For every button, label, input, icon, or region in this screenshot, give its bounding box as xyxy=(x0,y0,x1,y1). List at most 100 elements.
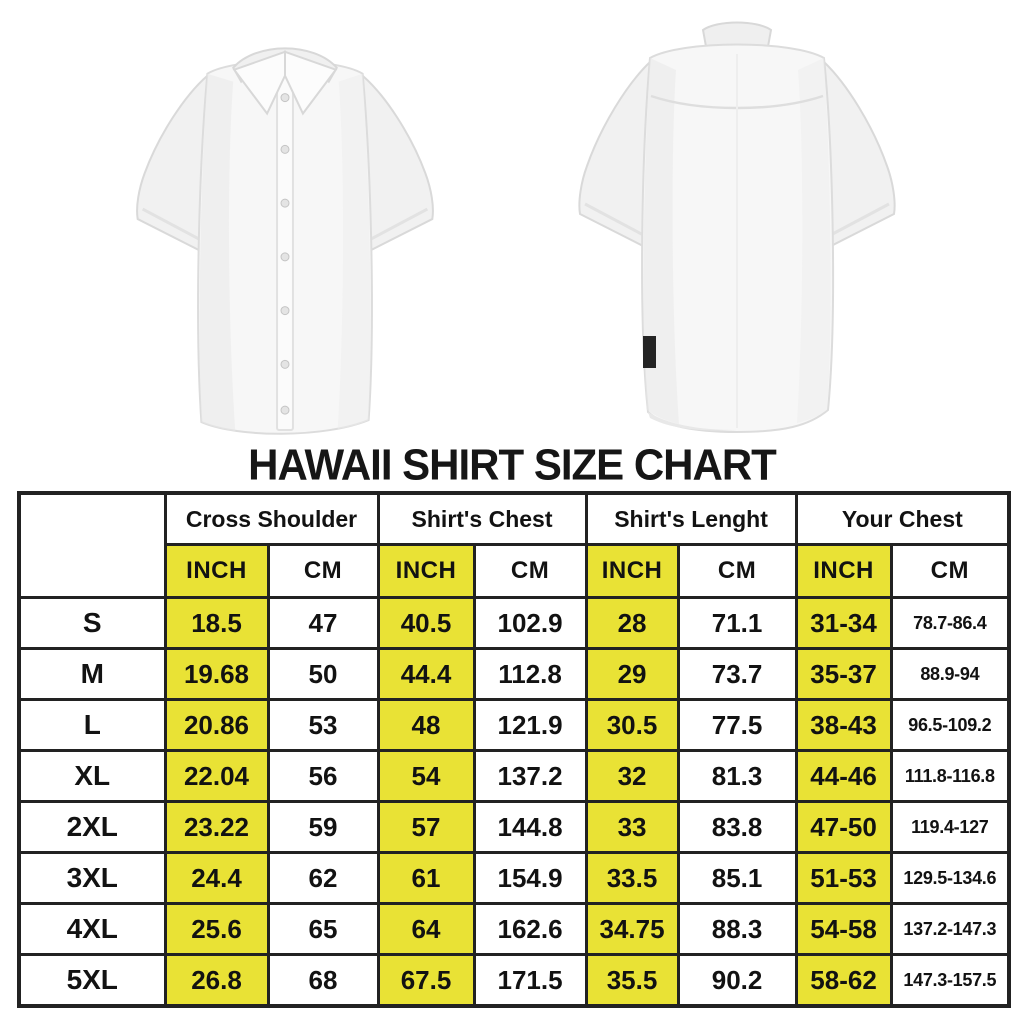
your-chest-inch: 44-46 xyxy=(794,749,893,803)
shirts-chest-inch: 48 xyxy=(376,698,476,752)
cross-shoulder-inch: 23.22 xyxy=(163,800,270,854)
your-chest-inch: 54-58 xyxy=(794,902,893,956)
shirts-length-cm: 88.3 xyxy=(676,902,798,956)
size-chart-table: Cross Shoulder Shirt's Chest Shirt's Len… xyxy=(17,491,1012,1008)
size-label: 4XL xyxy=(17,902,167,956)
unit-header-inch: INCH xyxy=(163,543,270,599)
table-row-m: M 19.68 50 44.4 112.8 29 73.7 35-37 88.9… xyxy=(17,647,1011,701)
size-label: 3XL xyxy=(17,851,167,905)
unit-header-row: INCH CM INCH CM INCH CM INCH CM xyxy=(19,543,1011,599)
shirts-chest-inch: 67.5 xyxy=(376,953,476,1008)
shirts-length-cm: 81.3 xyxy=(676,749,798,803)
shirts-chest-cm: 112.8 xyxy=(472,647,588,701)
column-group-shirts-length: Shirt's Lenght xyxy=(584,491,798,546)
your-chest-cm: 78.7-86.4 xyxy=(889,596,1011,650)
shirts-chest-inch: 54 xyxy=(376,749,476,803)
shirts-length-inch: 34.75 xyxy=(584,902,680,956)
shirts-length-cm: 71.1 xyxy=(676,596,798,650)
your-chest-inch: 58-62 xyxy=(794,953,893,1008)
your-chest-inch: 38-43 xyxy=(794,698,893,752)
cross-shoulder-cm: 68 xyxy=(266,953,380,1008)
shirts-length-inch: 32 xyxy=(584,749,680,803)
shirts-length-inch: 35.5 xyxy=(584,953,680,1008)
shirts-length-inch: 29 xyxy=(584,647,680,701)
table-row-s: S 18.5 47 40.5 102.9 28 71.1 31-34 78.7-… xyxy=(17,596,1011,650)
unit-header-inch: INCH xyxy=(794,543,893,599)
table-row-3xl: 3XL 24.4 62 61 154.9 33.5 85.1 51-53 129… xyxy=(17,851,1011,905)
cross-shoulder-cm: 53 xyxy=(266,698,380,752)
your-chest-cm: 129.5-134.6 xyxy=(889,851,1011,905)
cross-shoulder-cm: 65 xyxy=(266,902,380,956)
shirts-chest-cm: 144.8 xyxy=(472,800,588,854)
your-chest-cm: 119.4-127 xyxy=(889,800,1011,854)
unit-header-cm: CM xyxy=(472,543,588,599)
your-chest-cm: 88.9-94 xyxy=(889,647,1011,701)
shirts-chest-inch: 40.5 xyxy=(376,596,476,650)
cross-shoulder-inch: 24.4 xyxy=(163,851,270,905)
shirts-length-cm: 73.7 xyxy=(676,647,798,701)
cross-shoulder-inch: 20.86 xyxy=(163,698,270,752)
cross-shoulder-inch: 25.6 xyxy=(163,902,270,956)
unit-header-cm: CM xyxy=(676,543,798,599)
shirts-length-inch: 33 xyxy=(584,800,680,854)
cross-shoulder-cm: 47 xyxy=(266,596,380,650)
unit-header-inch: INCH xyxy=(376,543,476,599)
shirts-length-cm: 90.2 xyxy=(676,953,798,1008)
cross-shoulder-inch: 26.8 xyxy=(163,953,270,1008)
page-title: HAWAII SHIRT SIZE CHART xyxy=(248,440,777,489)
size-label: M xyxy=(17,647,167,701)
shirts-length-cm: 83.8 xyxy=(676,800,798,854)
table-row-l: L 20.86 53 48 121.9 30.5 77.5 38-43 96.5… xyxy=(17,698,1011,752)
size-label: 2XL xyxy=(17,800,167,854)
care-tag xyxy=(643,336,656,368)
unit-header-inch: INCH xyxy=(584,543,680,599)
column-group-cross-shoulder: Cross Shoulder xyxy=(163,491,380,546)
shirts-chest-inch: 61 xyxy=(376,851,476,905)
shirt-back-image xyxy=(578,21,896,434)
your-chest-cm: 147.3-157.5 xyxy=(889,953,1011,1008)
shirts-chest-cm: 162.6 xyxy=(472,902,588,956)
table-row-5xl: 5XL 26.8 68 67.5 171.5 35.5 90.2 58-62 1… xyxy=(17,953,1011,1008)
your-chest-inch: 31-34 xyxy=(794,596,893,650)
unit-header-cm: CM xyxy=(266,543,380,599)
shirts-chest-cm: 102.9 xyxy=(472,596,588,650)
your-chest-inch: 51-53 xyxy=(794,851,893,905)
shirts-length-cm: 77.5 xyxy=(676,698,798,752)
shirts-chest-cm: 154.9 xyxy=(472,851,588,905)
your-chest-cm: 111.8-116.8 xyxy=(889,749,1011,803)
cross-shoulder-inch: 22.04 xyxy=(163,749,270,803)
shirts-chest-cm: 121.9 xyxy=(472,698,588,752)
cross-shoulder-cm: 56 xyxy=(266,749,380,803)
your-chest-cm: 137.2-147.3 xyxy=(889,902,1011,956)
size-label: XL xyxy=(17,749,167,803)
shirts-length-cm: 85.1 xyxy=(676,851,798,905)
cross-shoulder-inch: 18.5 xyxy=(163,596,270,650)
cross-shoulder-cm: 59 xyxy=(266,800,380,854)
size-label: S xyxy=(17,596,167,650)
shirts-chest-cm: 171.5 xyxy=(472,953,588,1008)
cross-shoulder-cm: 50 xyxy=(266,647,380,701)
your-chest-inch: 35-37 xyxy=(794,647,893,701)
shirt-front-image xyxy=(136,47,434,435)
table-row-4xl: 4XL 25.6 65 64 162.6 34.75 88.3 54-58 13… xyxy=(17,902,1011,956)
unit-header-cm: CM xyxy=(889,543,1011,599)
shirts-length-inch: 30.5 xyxy=(584,698,680,752)
shirts-chest-cm: 137.2 xyxy=(472,749,588,803)
cross-shoulder-inch: 19.68 xyxy=(163,647,270,701)
cross-shoulder-cm: 62 xyxy=(266,851,380,905)
size-label: 5XL xyxy=(17,953,167,1008)
table-row-xl: XL 22.04 56 54 137.2 32 81.3 44-46 111.8… xyxy=(17,749,1011,803)
corner-cell xyxy=(17,491,167,599)
shirts-length-inch: 28 xyxy=(584,596,680,650)
shirts-chest-inch: 44.4 xyxy=(376,647,476,701)
size-label: L xyxy=(17,698,167,752)
shirts-chest-inch: 64 xyxy=(376,902,476,956)
shirts-chest-inch: 57 xyxy=(376,800,476,854)
group-header-row: Cross Shoulder Shirt's Chest Shirt's Len… xyxy=(17,491,1011,599)
column-group-shirts-chest: Shirt's Chest xyxy=(376,491,588,546)
table-row-2xl: 2XL 23.22 59 57 144.8 33 83.8 47-50 119.… xyxy=(17,800,1011,854)
your-chest-cm: 96.5-109.2 xyxy=(889,698,1011,752)
shirts-length-inch: 33.5 xyxy=(584,851,680,905)
your-chest-inch: 47-50 xyxy=(794,800,893,854)
